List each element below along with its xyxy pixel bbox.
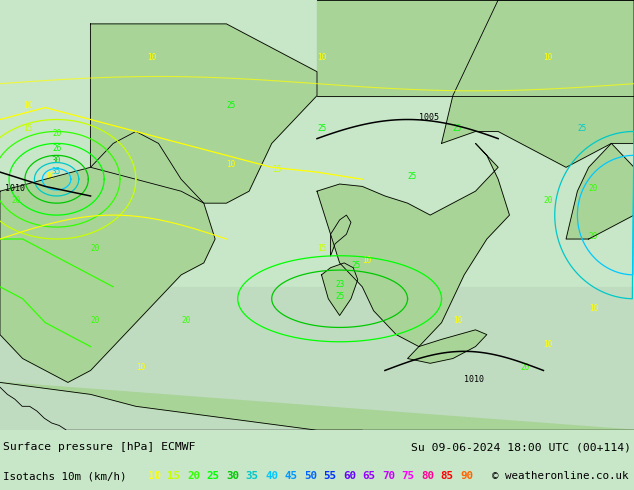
Polygon shape [0,131,215,382]
Text: 75: 75 [401,471,415,481]
Text: 10: 10 [148,471,161,481]
Text: 10: 10 [543,53,553,62]
Text: 15: 15 [272,165,281,174]
Text: 20: 20 [521,364,530,372]
Text: 45: 45 [285,471,297,481]
Text: 25: 25 [226,100,236,110]
Text: 25: 25 [578,124,586,133]
Text: 10: 10 [453,316,462,325]
Text: 10: 10 [362,256,372,265]
Text: 20: 20 [52,129,61,138]
Text: 20: 20 [589,184,598,193]
Text: 1005: 1005 [419,113,439,122]
Polygon shape [321,263,358,316]
Text: 20: 20 [589,232,598,241]
Polygon shape [441,0,634,167]
Text: 1010: 1010 [4,184,25,193]
Text: 60: 60 [343,471,356,481]
Text: 10: 10 [589,304,598,313]
Text: 25: 25 [351,261,360,270]
Polygon shape [330,215,351,256]
Text: 50: 50 [304,471,317,481]
Text: 30: 30 [226,471,239,481]
Text: 25: 25 [317,124,327,133]
Text: 55: 55 [323,471,337,481]
Text: 25: 25 [335,292,344,301]
Text: 70: 70 [382,471,395,481]
Text: 35: 35 [245,471,259,481]
Text: 15: 15 [317,244,327,253]
Text: 10: 10 [136,364,145,372]
Text: 30: 30 [52,155,61,165]
Text: 26: 26 [52,144,61,152]
Text: 15: 15 [167,471,181,481]
Text: 1010: 1010 [464,375,484,385]
Text: 10: 10 [317,53,327,62]
Text: 20: 20 [11,196,20,205]
Text: Surface pressure [hPa] ECMWF: Surface pressure [hPa] ECMWF [3,442,195,452]
Text: 65: 65 [363,471,375,481]
Polygon shape [566,144,634,239]
Polygon shape [408,330,487,363]
Text: © weatheronline.co.uk: © weatheronline.co.uk [492,471,628,481]
Text: 25: 25 [453,124,462,133]
Polygon shape [317,0,634,96]
Text: 20: 20 [543,196,553,205]
Text: 10: 10 [23,100,32,110]
Text: 10: 10 [45,172,55,181]
Text: 20: 20 [181,316,190,325]
Text: 20: 20 [91,244,100,253]
Polygon shape [317,144,510,346]
Polygon shape [0,382,634,430]
Text: 40: 40 [265,471,278,481]
Text: 10: 10 [543,340,553,348]
Text: 90: 90 [460,471,473,481]
Polygon shape [91,24,317,203]
Text: 23: 23 [335,280,344,289]
Text: Su 09-06-2024 18:00 UTC (00+114): Su 09-06-2024 18:00 UTC (00+114) [411,442,631,452]
Text: Isotachs 10m (km/h): Isotachs 10m (km/h) [3,471,127,481]
Text: 35: 35 [52,168,61,176]
Text: 10: 10 [147,53,157,62]
Text: 85: 85 [441,471,453,481]
Text: 20: 20 [187,471,200,481]
Text: 20: 20 [91,316,100,325]
Text: 10: 10 [226,160,236,170]
Text: 25: 25 [207,471,219,481]
Polygon shape [0,287,634,430]
Text: 25: 25 [408,172,417,181]
Text: 15: 15 [23,124,32,133]
Text: 80: 80 [421,471,434,481]
